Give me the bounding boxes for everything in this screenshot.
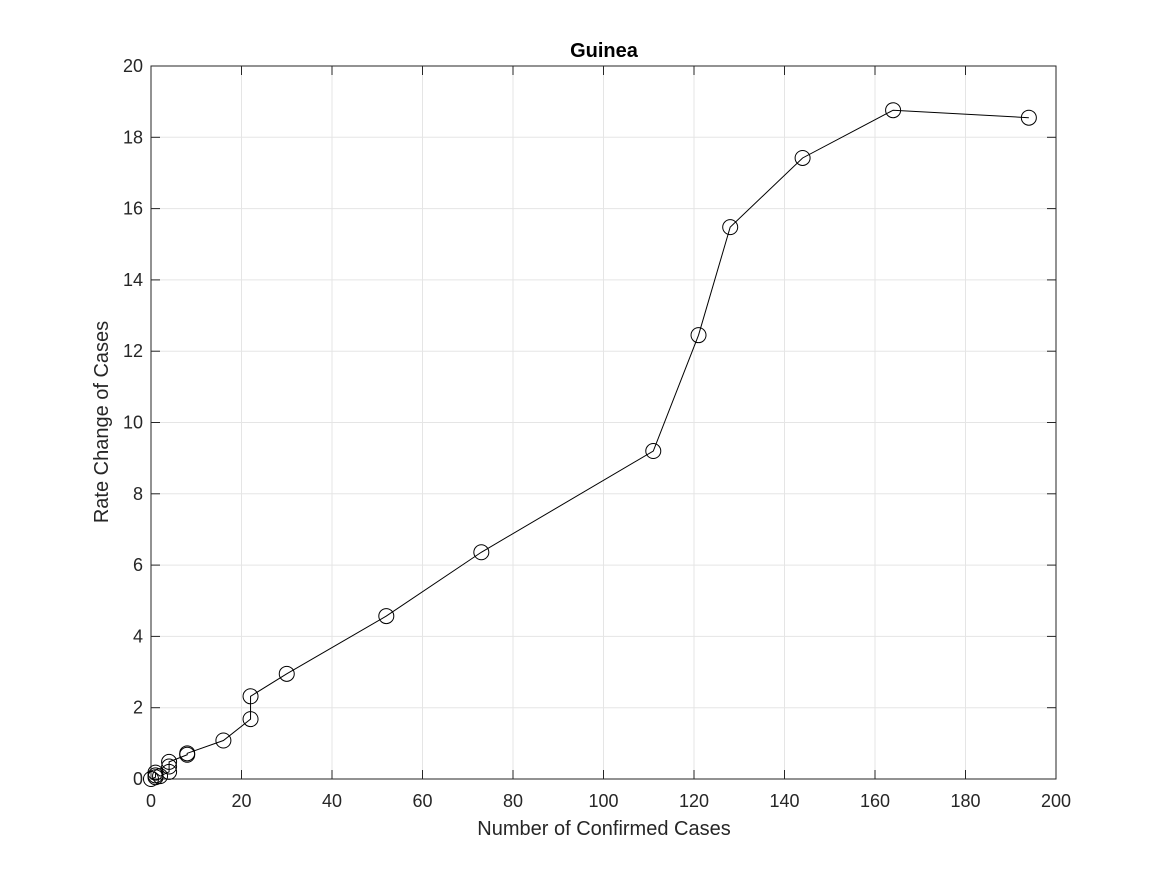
grid <box>150 65 1057 780</box>
y-tick-label: 4 <box>133 626 143 646</box>
y-tick-label: 8 <box>133 484 143 504</box>
y-tick-label: 10 <box>123 413 143 433</box>
x-tick-label: 200 <box>1041 791 1071 811</box>
x-tick-label: 120 <box>679 791 709 811</box>
y-axis-label: Rate Change of Cases <box>91 321 113 523</box>
data-point-marker <box>278 665 295 682</box>
data-point-marker <box>161 763 178 780</box>
data-point-marker <box>147 764 164 781</box>
axes: 0 20 40 60 80 100 120 140 160 180 200 0 2 4 6 8 10 12 14 16… <box>123 56 1071 811</box>
x-tick-label: 100 <box>588 791 618 811</box>
x-tick-label: 180 <box>950 791 980 811</box>
data-point-marker <box>161 758 178 775</box>
data-point-marker <box>242 711 259 728</box>
data-point-marker <box>179 745 196 762</box>
y-tick-label: 20 <box>123 56 143 76</box>
data-point-marker <box>722 219 739 236</box>
x-tick-label: 80 <box>503 791 523 811</box>
data-point-marker <box>885 102 902 119</box>
y-tick-label: 2 <box>133 698 143 718</box>
data-point-marker <box>645 443 662 460</box>
data-point-marker <box>690 327 707 344</box>
x-tick-label: 40 <box>322 791 342 811</box>
data-series <box>143 102 1037 787</box>
data-point-marker <box>794 149 811 166</box>
data-point-marker <box>378 608 395 625</box>
chart-title: Guinea <box>570 40 639 62</box>
series-line <box>150 109 1029 780</box>
x-axis-label: Number of Confirmed Cases <box>477 818 730 840</box>
data-point-marker <box>152 768 169 785</box>
data-point-marker <box>242 688 259 705</box>
y-tick-label: 0 <box>133 769 143 789</box>
y-tick-label: 12 <box>123 341 143 361</box>
x-tick-label: 60 <box>412 791 432 811</box>
x-tick-label: 160 <box>860 791 890 811</box>
x-tick-label: 20 <box>231 791 251 811</box>
y-tick-label: 14 <box>123 270 143 290</box>
chart-text: Guinea Number of Confirmed Cases Rate Ch… <box>91 40 731 840</box>
data-point-marker <box>215 732 232 749</box>
data-point-marker <box>161 753 178 770</box>
x-tick-label: 140 <box>769 791 799 811</box>
y-tick-label: 6 <box>133 555 143 575</box>
x-tick-label: 0 <box>146 791 156 811</box>
y-tick-label: 18 <box>123 127 143 147</box>
data-point-marker <box>1020 109 1037 126</box>
y-tick-label: 16 <box>123 199 143 219</box>
data-point-marker <box>473 544 490 561</box>
